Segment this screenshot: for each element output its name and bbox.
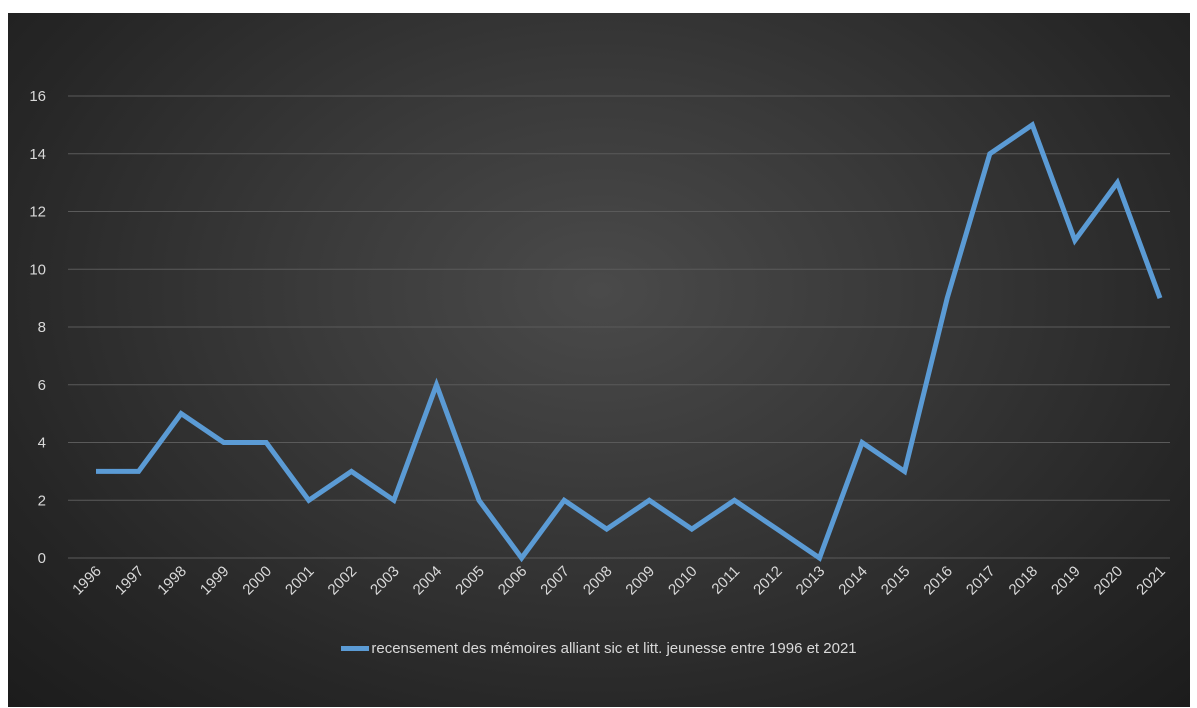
x-tick-label: 2020 xyxy=(1091,563,1127,599)
y-tick-label: 2 xyxy=(38,492,46,509)
x-tick-label: 2019 xyxy=(1048,563,1084,599)
x-tick-label: 1997 xyxy=(112,563,148,599)
x-tick-label: 1998 xyxy=(154,563,190,599)
series-line xyxy=(96,121,1163,563)
grid-layer xyxy=(68,95,1170,559)
x-tick-label: 2007 xyxy=(537,563,573,599)
y-tick-label: 6 xyxy=(38,377,46,394)
x-tick-label: 2014 xyxy=(835,563,871,599)
x-tick-label: 2002 xyxy=(325,563,361,599)
y-tick-label: 0 xyxy=(38,550,46,567)
x-tick-label: 1996 xyxy=(69,563,105,599)
x-tick-label: 2018 xyxy=(1006,563,1042,599)
x-tick-label: 1999 xyxy=(197,563,233,599)
x-tick-label: 2015 xyxy=(878,563,914,599)
x-tick-label: 2010 xyxy=(665,563,701,599)
x-tick-label: 2016 xyxy=(920,563,956,599)
y-tick-label: 4 xyxy=(38,435,46,452)
y-tick-label: 16 xyxy=(29,88,46,105)
series-layer xyxy=(96,121,1163,563)
x-tick-label: 2000 xyxy=(239,563,275,599)
x-tick-label: 2008 xyxy=(580,563,616,599)
legend: recensement des mémoires alliant sic et … xyxy=(8,640,1190,657)
y-axis-ticks: 0 2 4 6 8 10 12 14 16 xyxy=(29,88,46,567)
x-tick-label: 2011 xyxy=(708,563,743,598)
legend-swatch xyxy=(341,646,370,651)
y-tick-label: 10 xyxy=(29,261,46,278)
x-axis-ticks: 1996 1997 1998 1999 2000 2001 2002 2003 2004 2005… xyxy=(69,563,1169,599)
x-tick-label: 2009 xyxy=(622,563,658,599)
chart-area: 0 2 4 6 8 10 12 14 16 1996 1997 1998 1999 2000 2001 20… xyxy=(8,13,1190,707)
x-tick-label: 2021 xyxy=(1133,563,1169,599)
x-tick-label: 2004 xyxy=(410,563,446,599)
y-tick-label: 14 xyxy=(29,146,46,163)
x-tick-label: 2006 xyxy=(495,563,531,599)
x-tick-label: 2005 xyxy=(452,563,488,599)
y-tick-label: 8 xyxy=(38,319,46,336)
x-tick-label: 2012 xyxy=(750,563,786,599)
x-tick-label: 2013 xyxy=(793,563,829,599)
x-tick-label: 2003 xyxy=(367,563,403,599)
x-tick-label: 2017 xyxy=(963,563,999,599)
y-tick-label: 12 xyxy=(29,204,46,221)
legend-label: recensement des mémoires alliant sic et … xyxy=(371,640,857,657)
x-tick-label: 2001 xyxy=(282,563,318,599)
